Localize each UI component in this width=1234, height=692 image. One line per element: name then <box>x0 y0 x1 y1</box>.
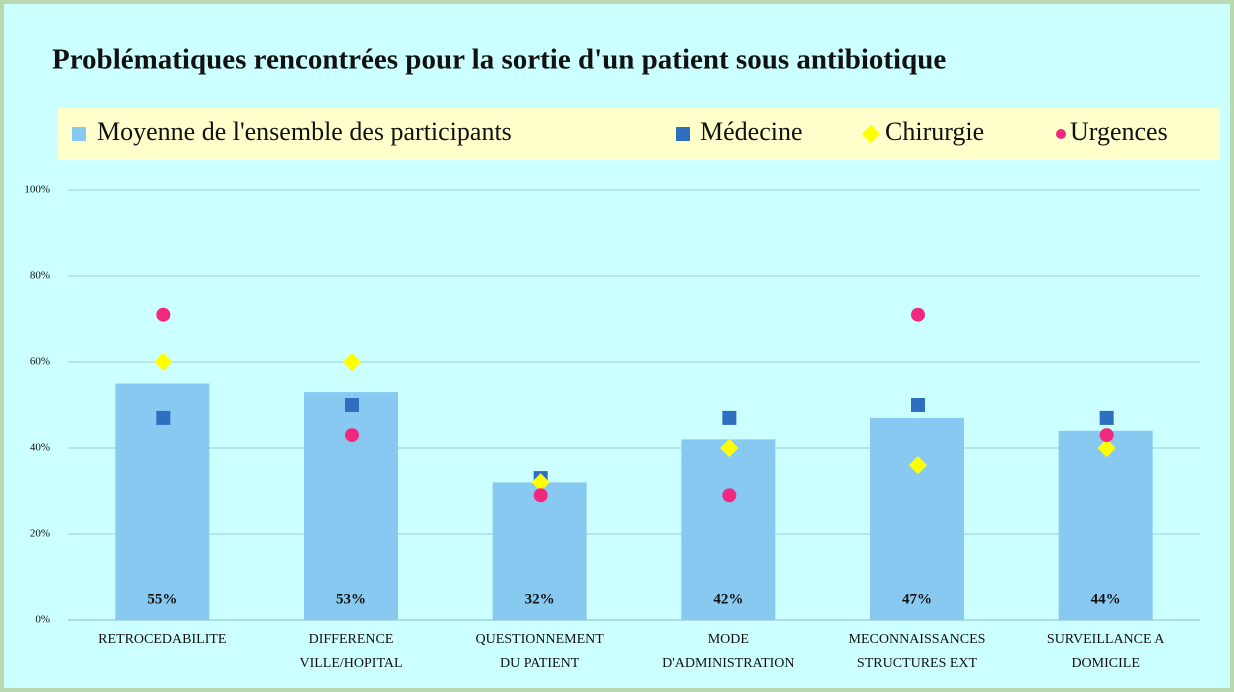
marker <box>722 410 737 425</box>
x-tick-label: DIFFERENCE <box>309 632 394 647</box>
x-tick-label: DU PATIENT <box>500 656 580 671</box>
marker <box>345 428 359 443</box>
bar <box>1058 430 1153 620</box>
bar <box>681 439 776 620</box>
data-label: 32% <box>525 591 555 607</box>
marker <box>908 456 928 475</box>
y-tick-label: 40% <box>30 442 50 454</box>
chart-title: Problématiques rencontrées pour la sorti… <box>52 44 946 76</box>
legend-label: Chirurgie <box>885 117 984 146</box>
legend-label: Urgences <box>1070 117 1168 146</box>
marker <box>911 398 925 412</box>
marker <box>345 398 359 412</box>
marker <box>722 488 737 503</box>
bar <box>304 392 398 620</box>
data-label: 55% <box>147 591 177 607</box>
legend-swatch <box>861 124 881 144</box>
marker <box>1099 428 1114 443</box>
data-label: 42% <box>713 591 743 607</box>
y-tick-label: 80% <box>30 270 50 282</box>
x-tick-label: STRUCTURES EXT <box>857 656 978 671</box>
marker <box>1099 410 1114 425</box>
x-tick-label: VILLE/HOPITAL <box>299 656 402 671</box>
x-tick-label: SURVEILLANCE A <box>1047 632 1165 647</box>
x-tick-label: MECONNAISSANCES <box>849 632 986 647</box>
x-tick-label: D'ADMINISTRATION <box>662 656 794 671</box>
y-tick-label: 20% <box>30 528 50 540</box>
legend-swatch <box>72 127 86 141</box>
legend-swatch <box>1056 129 1066 139</box>
y-tick-label: 60% <box>30 356 50 368</box>
legend-box <box>58 108 1220 160</box>
legend-swatch <box>676 127 690 141</box>
bar <box>870 417 964 620</box>
data-label: 53% <box>336 591 366 607</box>
legend-label: Moyenne de l'ensemble des participants <box>97 117 512 146</box>
bar <box>492 482 587 620</box>
legend-label: Médecine <box>700 117 803 146</box>
x-tick-label: MODE <box>708 632 749 647</box>
data-label: 44% <box>1091 591 1121 607</box>
x-tick-label: RETROCEDABILITE <box>98 632 226 647</box>
marker <box>911 307 925 322</box>
marker <box>531 473 550 492</box>
y-tick-label: 0% <box>35 614 50 626</box>
x-tick-label: QUESTIONNEMENT <box>476 632 605 647</box>
marker <box>156 410 171 425</box>
marker <box>1097 438 1116 458</box>
marker <box>533 488 548 503</box>
marker <box>154 352 173 372</box>
x-tick-label: DOMICILE <box>1071 656 1139 671</box>
marker <box>720 438 739 458</box>
y-tick-label: 100% <box>24 184 50 196</box>
marker <box>156 307 171 322</box>
data-label: 47% <box>902 591 932 607</box>
marker <box>342 352 362 372</box>
